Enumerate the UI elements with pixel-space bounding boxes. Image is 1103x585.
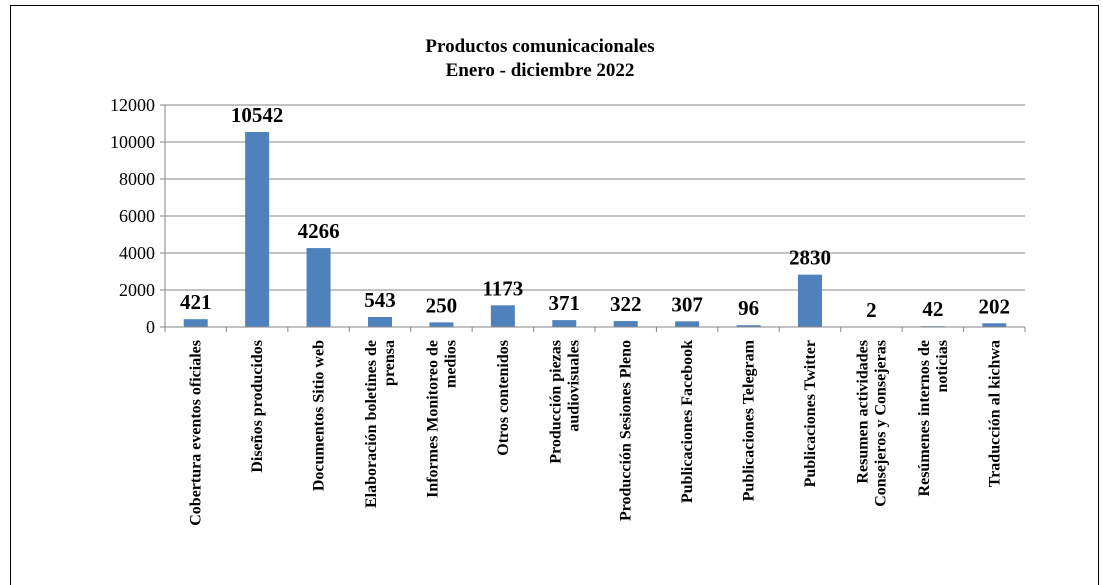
x-tick-label: Informes Monitoreo demedios [424, 340, 459, 498]
y-tick-label: 10000 [110, 132, 155, 152]
y-tick-label: 4000 [119, 243, 155, 263]
bar [183, 319, 208, 327]
bar [736, 325, 761, 327]
y-tick-label: 2000 [119, 280, 155, 300]
bar [429, 322, 454, 327]
bar [306, 248, 331, 327]
data-label: 543 [364, 288, 396, 312]
bar [798, 274, 822, 327]
data-label: 2 [866, 298, 877, 322]
data-label: 250 [426, 293, 458, 317]
data-label: 1173 [482, 276, 523, 300]
chart-frame [10, 5, 1099, 585]
x-tick-label: Cobertura eventos oficiales [188, 340, 205, 526]
data-label: 322 [610, 292, 642, 316]
y-tick-label: 6000 [119, 206, 155, 226]
data-label: 421 [180, 290, 212, 314]
bar [613, 321, 638, 327]
bar [552, 320, 577, 327]
x-tick-label: Elaboración boletines deprensa [363, 340, 398, 508]
data-label: 42 [922, 297, 943, 321]
bar [982, 323, 1007, 327]
chart-title: Productos comunicacionales [425, 36, 654, 57]
x-tick-label: Resumen actividadesConsejeros y Consejer… [854, 340, 889, 507]
x-tick-label: Resúmenes internos denoticias [916, 340, 951, 496]
data-label: 2830 [789, 246, 831, 270]
data-label: 10542 [231, 103, 284, 127]
x-tick-label: Publicaciones Telegram [741, 339, 758, 501]
x-tick-label: Otros contenidos [495, 340, 512, 456]
bar [490, 305, 515, 327]
x-tick-label: Producción Sesiones Pleno [618, 340, 635, 521]
data-label: 202 [979, 294, 1011, 318]
x-tick-label: Documentos Sitio web [311, 340, 328, 491]
x-tick-label: Publicaciones Twitter [802, 340, 819, 487]
y-tick-label: 0 [146, 317, 155, 337]
data-label: 371 [549, 291, 581, 315]
bar [675, 321, 700, 327]
x-tick-label: Producción piezasaudiovisuales [547, 340, 582, 464]
data-label: 307 [671, 292, 703, 316]
x-tick-label: Traducción al kichwa [986, 340, 1003, 487]
x-tick-label: Publicaciones Facebook [679, 340, 696, 503]
x-tick-label: Diseños producidos [249, 340, 266, 473]
y-tick-label: 12000 [110, 95, 155, 115]
y-tick-label: 8000 [119, 169, 155, 189]
chart-subtitle: Enero - diciembre 2022 [446, 60, 635, 81]
data-label: 4266 [298, 219, 340, 243]
data-label: 96 [738, 296, 759, 320]
bar [245, 131, 270, 327]
bar [368, 316, 392, 327]
